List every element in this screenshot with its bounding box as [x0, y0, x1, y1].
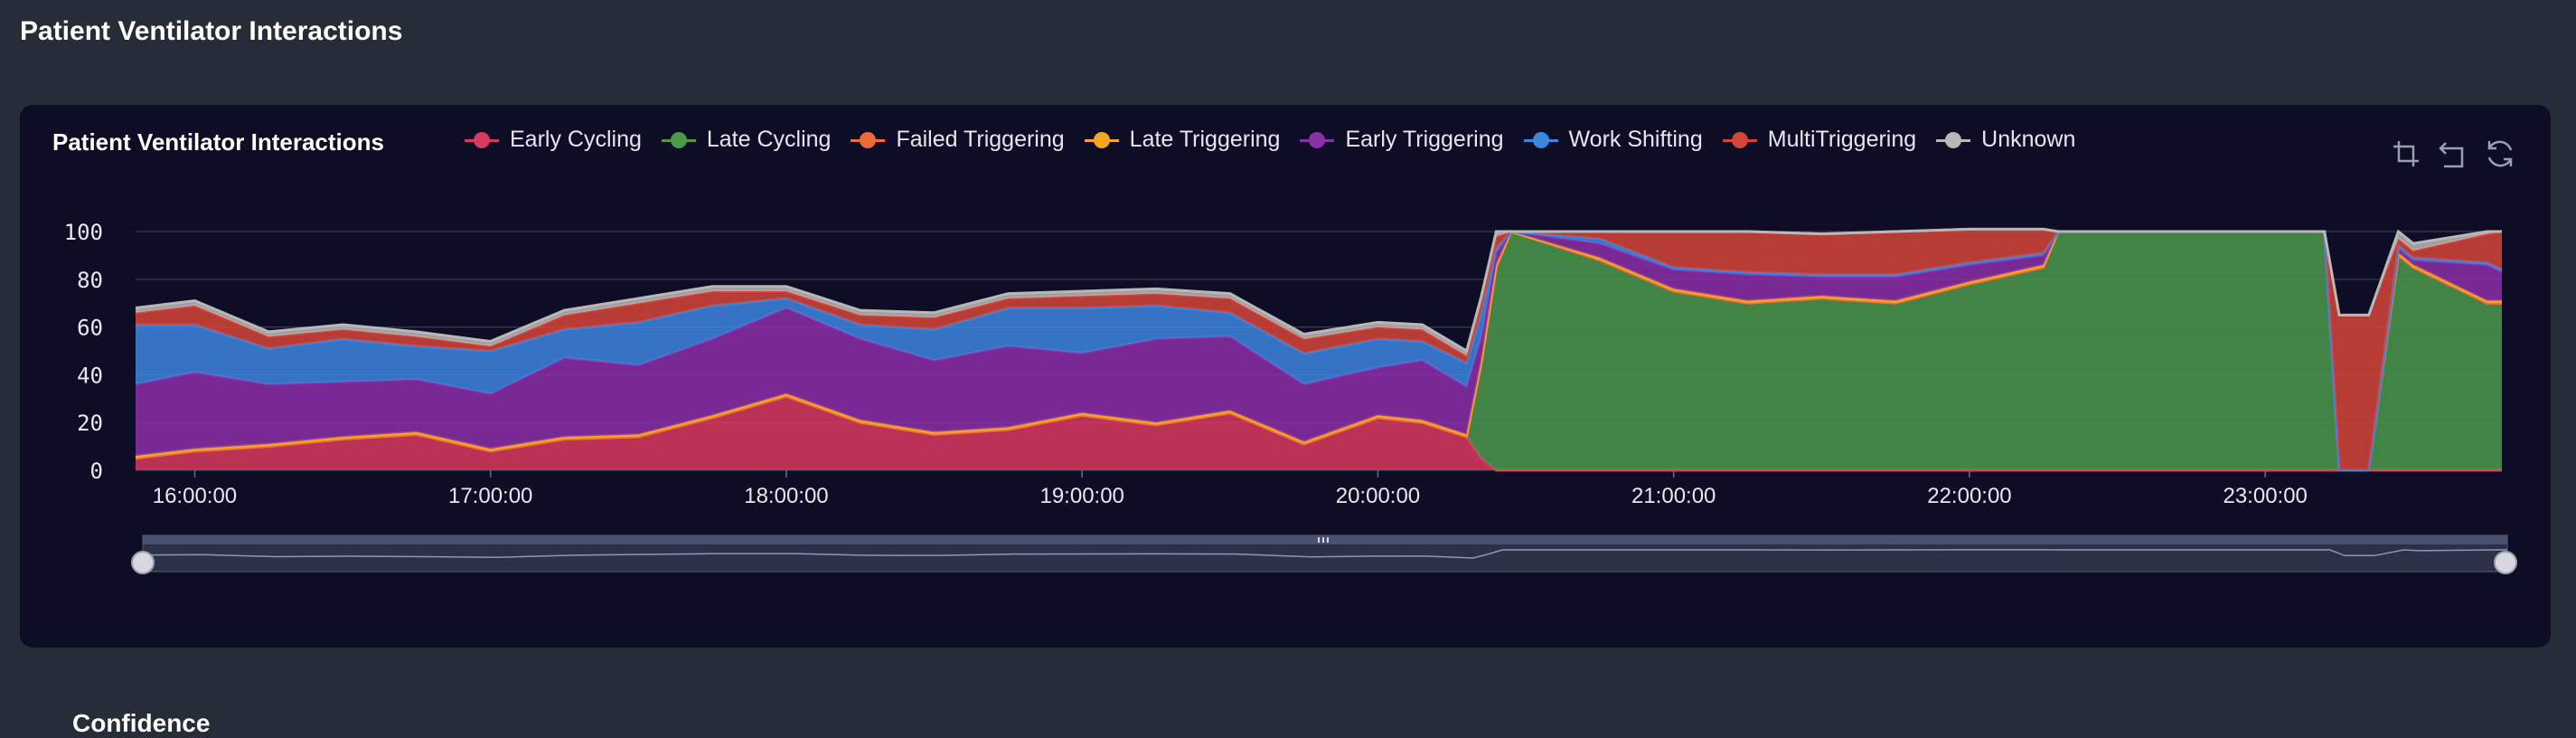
legend-label: MultiTriggering: [1767, 127, 1917, 152]
restore-icon[interactable]: [2482, 136, 2518, 172]
legend-label: Work Shifting: [1568, 127, 1703, 152]
y-tick-label: 60: [77, 316, 103, 341]
legend-label: Unknown: [1981, 127, 2076, 152]
page-title: Patient Ventilator Interactions: [20, 16, 403, 46]
y-tick-label: 40: [77, 363, 103, 388]
chart-legend: Early Cycling Late Cycling Failed Triggeri…: [465, 127, 2095, 153]
x-tick-label: 22:00:00: [1927, 484, 2011, 508]
legend-label: Early Cycling: [510, 127, 642, 152]
zoom-reset-icon[interactable]: [2435, 136, 2471, 172]
chart-toolbox: [2377, 136, 2518, 172]
datazoom-preview-line: [142, 549, 2507, 559]
series-area: [136, 229, 2502, 471]
legend-label: Late Cycling: [706, 127, 832, 152]
legend-item[interactable]: Failed Triggering: [851, 127, 1065, 153]
x-tick-label: 16:00:00: [153, 484, 237, 508]
x-tick-label: 20:00:00: [1336, 484, 1420, 508]
legend-item[interactable]: Early Cycling: [465, 127, 642, 153]
legend-label: Early Triggering: [1345, 127, 1504, 152]
y-tick-label: 100: [64, 220, 103, 245]
x-tick-label: 23:00:00: [2223, 484, 2307, 508]
legend-label: Failed Triggering: [896, 127, 1065, 152]
y-tick-label: 80: [77, 268, 103, 293]
legend-item[interactable]: Unknown: [1936, 127, 2075, 153]
legend-item[interactable]: Early Triggering: [1300, 127, 1504, 153]
datazoom-handle[interactable]: [131, 551, 155, 574]
zoom-icon[interactable]: [2388, 136, 2424, 172]
confidence-section-title: Confidence: [72, 709, 211, 737]
legend-swatch: [1936, 129, 1971, 151]
stacked-area-chart: 100 80 60 40 20 0 16:00:00 17:00:00 18:00:00 19:0…: [64, 220, 2517, 574]
datazoom-handle[interactable]: [2494, 551, 2517, 574]
legend-item[interactable]: Work Shifting: [1523, 127, 1703, 153]
legend-swatch: [1722, 129, 1757, 151]
legend-swatch: [851, 129, 886, 151]
legend-swatch: [1523, 129, 1558, 151]
x-tick-label: 18:00:00: [744, 484, 828, 508]
datazoom-drag-bar: [143, 535, 2507, 544]
legend-swatch: [661, 129, 696, 151]
legend-item[interactable]: MultiTriggering: [1722, 127, 1917, 153]
legend-label: Late Triggering: [1129, 127, 1281, 152]
y-tick-label: 20: [77, 411, 103, 436]
series-line: [135, 227, 2502, 354]
legend-item[interactable]: Late Triggering: [1084, 127, 1281, 153]
legend-swatch: [1084, 129, 1119, 151]
x-tick-label: 19:00:00: [1039, 484, 1123, 508]
x-tick-label: 21:00:00: [1631, 484, 1716, 508]
legend-swatch: [465, 129, 499, 151]
legend-item[interactable]: Late Cycling: [661, 127, 832, 153]
series-area: [136, 232, 2502, 470]
x-tick-label: 17:00:00: [448, 484, 532, 508]
chart-title: Patient Ventilator Interactions: [52, 128, 384, 156]
y-tick-label: 0: [90, 459, 103, 484]
legend-swatch: [1300, 129, 1335, 151]
series-area: [136, 232, 2502, 470]
